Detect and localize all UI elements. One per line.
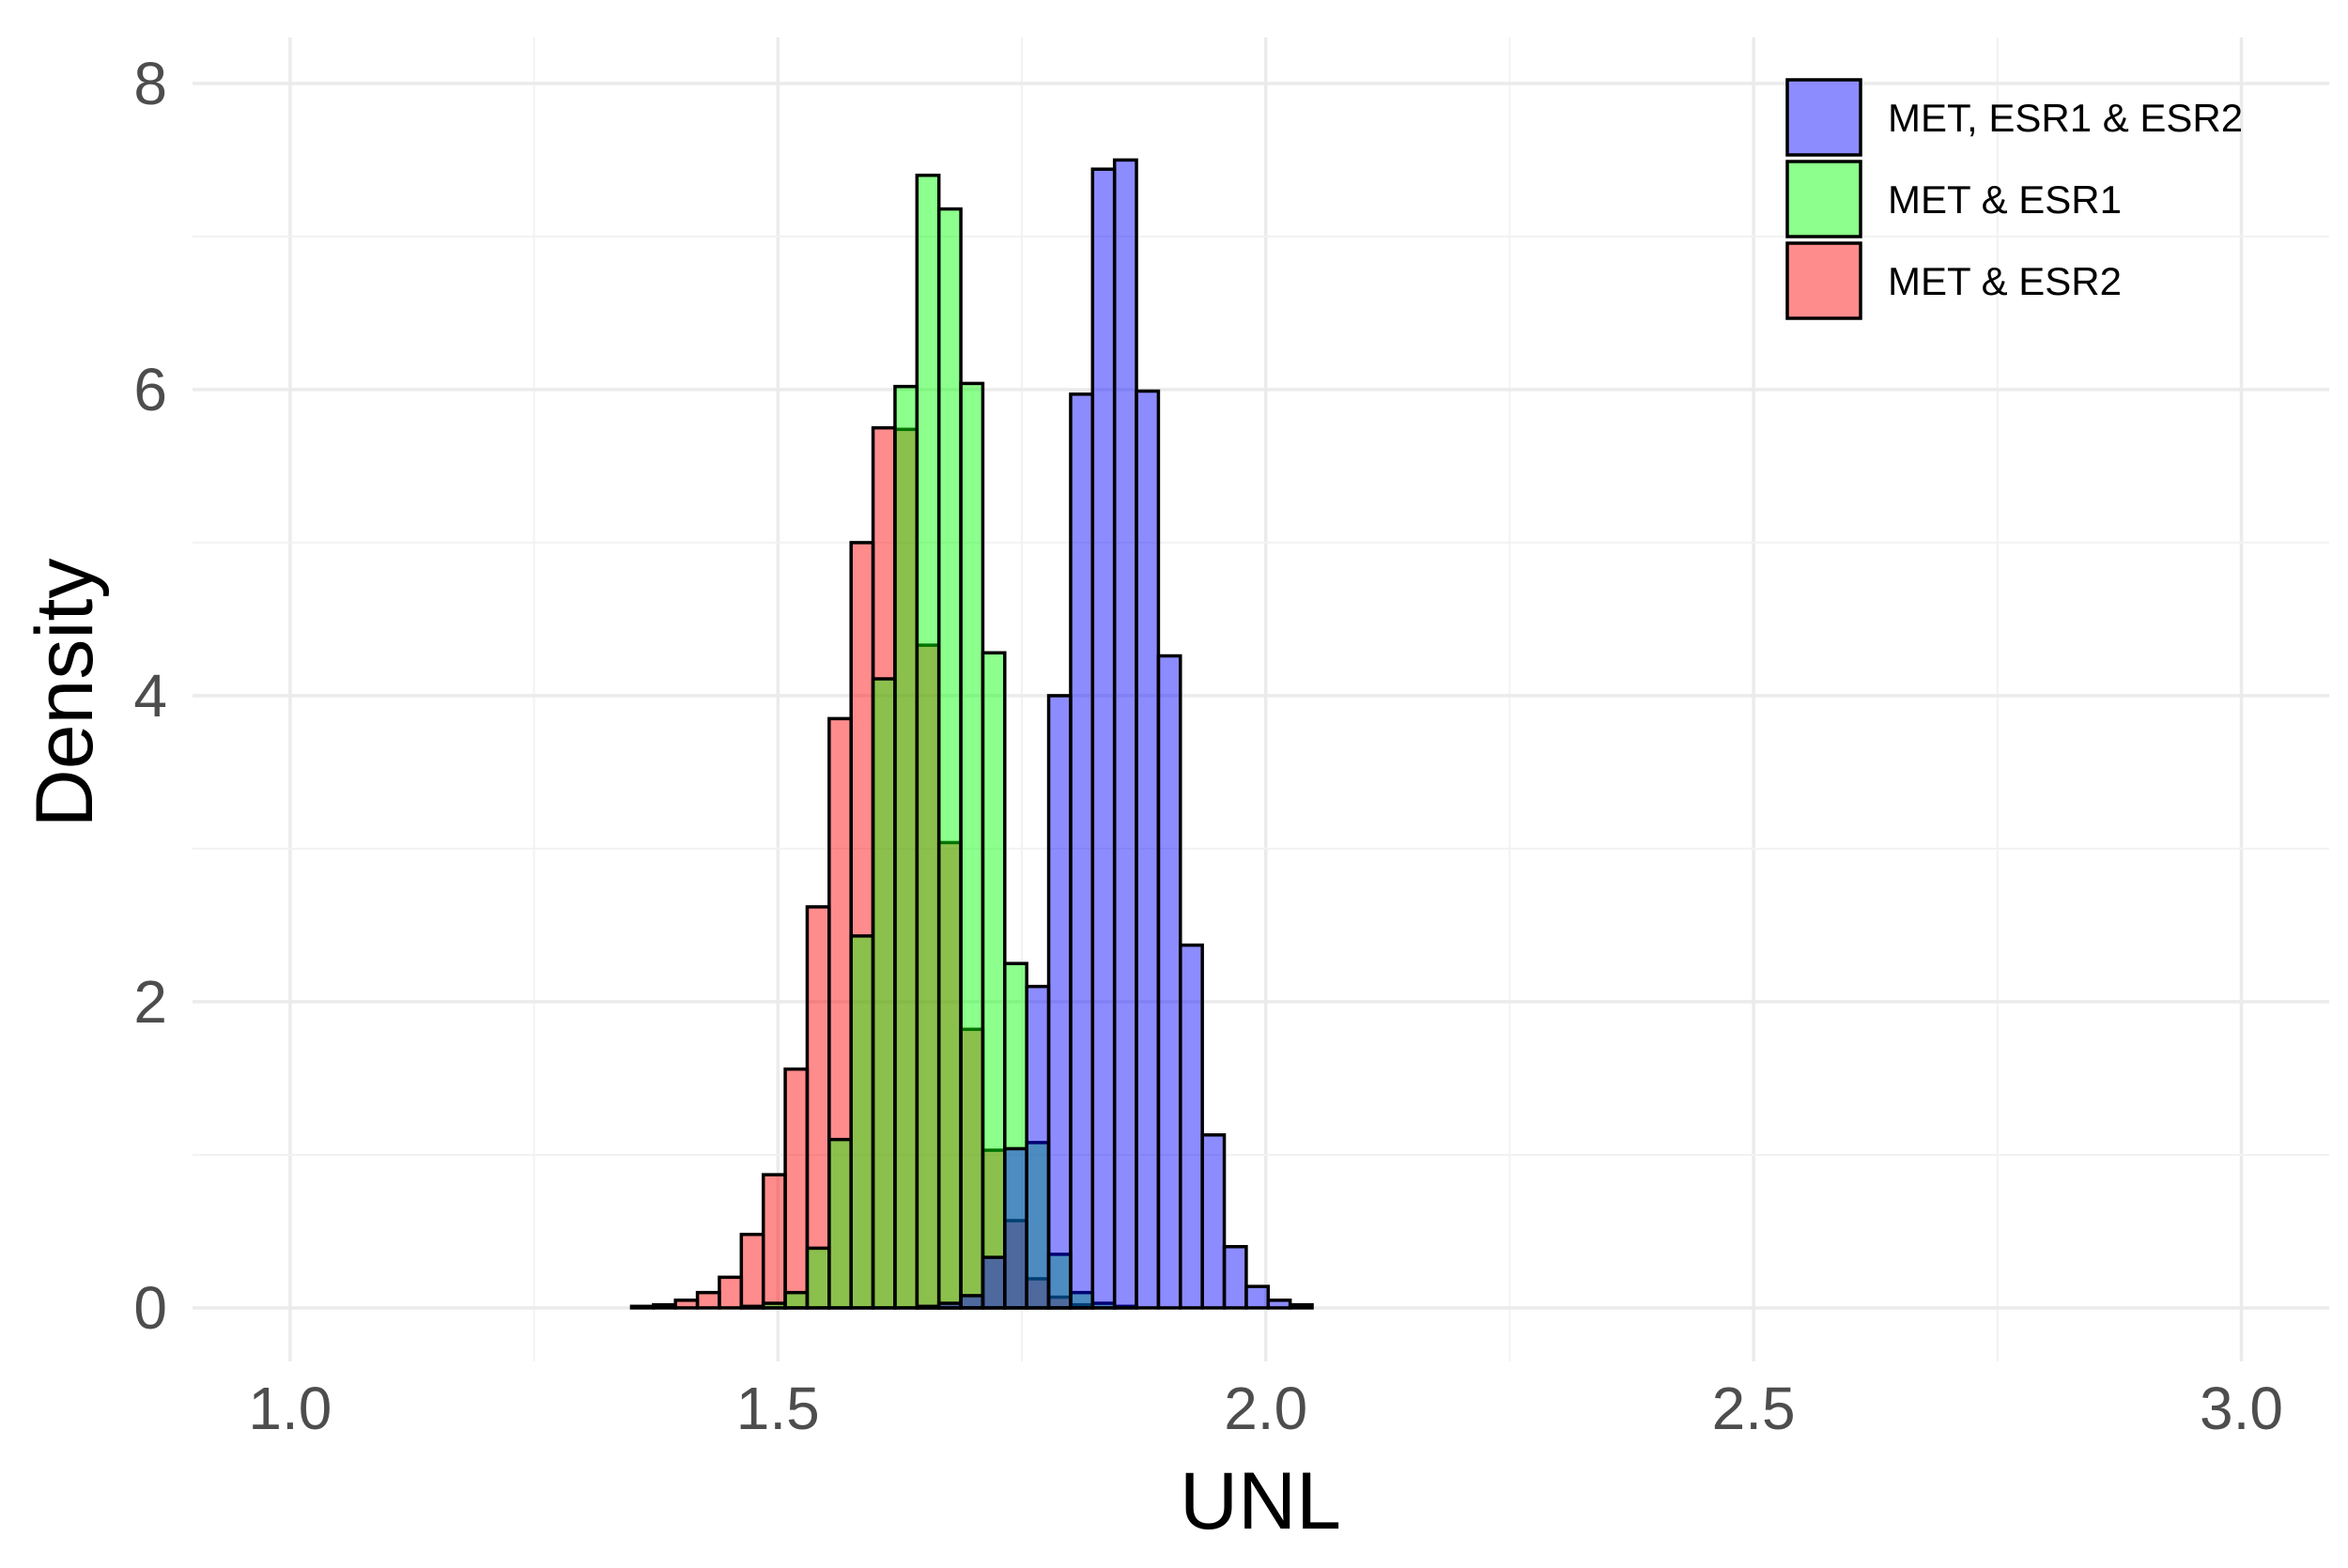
histogram-bar	[739, 1232, 765, 1310]
histogram-bar	[805, 1246, 831, 1310]
histogram-bar	[1288, 1302, 1314, 1310]
histogram-bar	[1266, 1299, 1292, 1310]
legend: MET, ESR1 & ESR2 MET & ESR1 MET & ESR2	[1785, 78, 2243, 320]
histogram-bar	[652, 1302, 677, 1310]
histogram-bar	[1090, 167, 1117, 1310]
y-tick-label: 0	[133, 1274, 167, 1342]
histogram-bar	[739, 1304, 765, 1310]
legend-key-background	[1787, 243, 1861, 318]
histogram-bar	[959, 1294, 985, 1310]
histogram-bar	[761, 1173, 787, 1310]
y-tick-label: 2	[133, 968, 167, 1036]
histogram-bar	[936, 1301, 963, 1310]
y-tick-label: 6	[133, 356, 167, 423]
histogram-bar	[871, 677, 897, 1310]
histogram-bar	[673, 1299, 700, 1310]
legend-key	[1785, 78, 1862, 157]
histogram-bar	[849, 934, 875, 1310]
y-axis-tick-labels: 0 2 4 6 8	[133, 50, 167, 1342]
histogram-bar	[783, 1067, 810, 1310]
histogram-bar	[1112, 158, 1138, 1310]
histogram-bar	[718, 1275, 744, 1310]
x-tick-label: 1.0	[248, 1375, 332, 1442]
grid-lines	[193, 38, 2329, 1361]
legend-key-background	[1787, 161, 1861, 237]
histogram-bar	[893, 384, 919, 1310]
histogram-bar	[1069, 392, 1095, 1310]
x-tick-label: 3.0	[2200, 1375, 2283, 1442]
histogram-bars	[629, 158, 1314, 1310]
legend-key	[1785, 160, 1862, 238]
histogram-bar	[1156, 653, 1182, 1310]
legend-label: MET, ESR1 & ESR2	[1888, 96, 2243, 140]
x-tick-label: 2.0	[1224, 1375, 1307, 1442]
legend-key	[1785, 241, 1862, 320]
histogram-bar	[1244, 1284, 1271, 1310]
x-axis-title: UNL	[1180, 1456, 1341, 1546]
histogram-bar	[1003, 1146, 1028, 1310]
histogram-bar	[915, 1304, 941, 1310]
histogram-bar	[783, 1290, 810, 1310]
histogram-bar	[1046, 694, 1073, 1310]
histogram-bar	[936, 207, 963, 1310]
histogram-bar	[1222, 1244, 1248, 1310]
y-tick-label: 4	[133, 662, 167, 730]
y-tick-label: 8	[133, 50, 167, 117]
histogram-bar	[981, 651, 1007, 1310]
histogram-bar	[629, 1304, 656, 1310]
x-axis-tick-labels: 1.0 1.5 2.0 2.5 3.0	[248, 1375, 2283, 1442]
histogram-bar	[959, 381, 985, 1310]
histogram-bar	[827, 1137, 853, 1310]
y-axis-title: Density	[20, 559, 110, 828]
histogram-bar	[915, 173, 941, 1310]
x-tick-label: 2.5	[1712, 1375, 1796, 1442]
histogram-bar	[1179, 943, 1204, 1310]
legend-label: MET & ESR1	[1888, 177, 2122, 222]
histogram-bar	[695, 1290, 721, 1310]
histogram-bar	[1025, 984, 1051, 1310]
histogram-bar	[761, 1301, 787, 1310]
histogram-bar	[1200, 1133, 1227, 1310]
histogram-bar	[1135, 389, 1161, 1310]
legend-label: MET & ESR2	[1888, 259, 2122, 303]
legend-key-background	[1787, 80, 1861, 155]
x-tick-label: 1.5	[736, 1375, 820, 1442]
histogram-bar	[981, 1255, 1007, 1310]
